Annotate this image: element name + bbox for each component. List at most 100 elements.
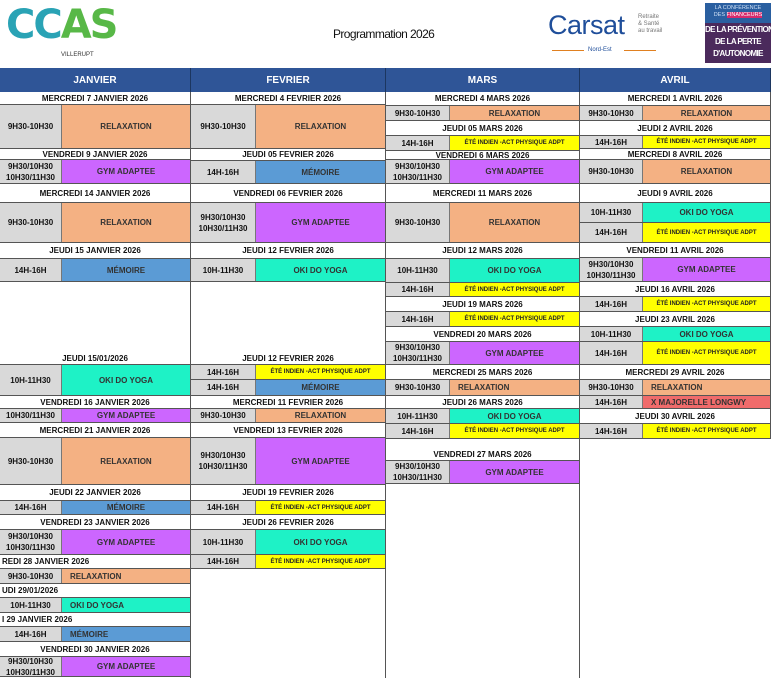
- date-heading: JEUDI 19 FEVRIER 2026: [191, 485, 386, 501]
- activity-yoga: OKI DO YOGA: [62, 598, 190, 612]
- date-heading: JEUDI 19 MARS 2026: [386, 297, 580, 312]
- logo-subtext: Nord-Est: [588, 47, 612, 53]
- logo-text: Carsat: [548, 10, 625, 40]
- session-time: 14H-16H: [580, 136, 643, 148]
- session-row: 14H-16H MÉMOIRE: [0, 259, 191, 282]
- date-heading: JEUDI 9 AVRIL 2026: [580, 184, 771, 203]
- session-time: 10H-11H30: [0, 365, 62, 395]
- session-time: 10H-11H30: [580, 327, 643, 341]
- activity-gym: GYM ADAPTEE: [256, 203, 385, 242]
- date-heading: JEUDI 26 FEVRIER 2026: [191, 515, 386, 530]
- activity-ete: ÉTÉ INDIEN -ACT PHYSIQUE ADPT: [643, 136, 770, 148]
- session-time: 9H30-10H30: [580, 380, 643, 395]
- session-time: 9H30-10H30: [386, 106, 450, 120]
- session-row: 9H30-10H30 RELAXATION: [386, 380, 580, 396]
- activity-memoire: MÉMOIRE: [256, 161, 385, 183]
- session-row: 9H30-10H30 RELAXATION: [580, 160, 771, 184]
- session-row: 9H30-10H30 RELAXATION: [0, 203, 191, 243]
- logo-text: LA CONFÉRENCE: [714, 5, 762, 11]
- session-time: 9H30-10H30: [386, 203, 450, 242]
- date-heading: JEUDI 12 MARS 2026: [386, 243, 580, 259]
- session-row: 9H30/10H30 10H30/11H30 GYM ADAPTEE: [191, 438, 386, 485]
- session-time: 9H30/10H30 10H30/11H30: [386, 342, 450, 364]
- session-row: 9H30/10H30 10H30/11H30 GYM ADAPTEE: [386, 342, 580, 365]
- date-heading: MERCREDI 4 FEVRIER 2026: [191, 92, 386, 105]
- session-row: 14H-16H MÉMOIRE: [191, 380, 386, 396]
- session-time: 9H30/10H30 10H30/11H30: [0, 657, 62, 676]
- session-row: 10H-11H30 OKI DO YOGA: [386, 259, 580, 283]
- session-row: 9H30-10H30 RELAXATION: [580, 106, 771, 121]
- date-heading: JEUDI 16 AVRIL 2026: [580, 282, 771, 297]
- session-row: 9H30-10H30 RELAXATION: [386, 203, 580, 243]
- activity-relaxation: RELAXATION: [450, 203, 579, 242]
- conference-financeurs-logo: LA CONFÉRENCE DES FINANCEURS DE LA PRÉVEN…: [705, 3, 771, 63]
- activity-yoga: OKI DO YOGA: [643, 203, 770, 222]
- session-time: 9H30-10H30: [386, 380, 450, 395]
- session-time: 14H-16H: [0, 501, 62, 514]
- month-column-mars: MARS MERCREDI 4 MARS 2026 9H30-10H30 RELAXA…: [386, 68, 580, 484]
- session-row: 9H30/10H30 10H30/11H30 GYM ADAPTEE: [0, 530, 191, 555]
- date-heading: VENDREDI 11 AVRIL 2026: [580, 243, 771, 258]
- activity-relaxation: RELAXATION: [62, 105, 190, 148]
- activity-ete: ÉTÉ INDIEN -ACT PHYSIQUE ADPT: [643, 342, 770, 364]
- session-row: 9H30-10H30 RELAXATION: [0, 105, 191, 149]
- date-heading: VENDREDI 13 FEVRIER 2026: [191, 423, 386, 438]
- page-header: CCAS VILLERUPT Programmation 2026 Carsat…: [0, 0, 771, 66]
- session-row: 14H-16H ÉTÉ INDIEN -ACT PHYSIQUE ADPT: [191, 555, 386, 569]
- activity-relaxation: RELAXATION: [450, 106, 579, 120]
- column-divider: [579, 92, 580, 678]
- session-time: 14H-16H: [191, 501, 256, 514]
- activity-ete: ÉTÉ INDIEN -ACT PHYSIQUE ADPT: [256, 365, 385, 379]
- session-time: 9H30-10H30: [0, 203, 62, 242]
- session-time: 10H-11H30: [191, 530, 256, 554]
- session-time: 14H-16H: [191, 555, 256, 568]
- month-header: AVRIL: [580, 68, 771, 92]
- session-time: 14H-16H: [191, 161, 256, 183]
- session-row: 9H30/10H30 10H30/11H30 GYM ADAPTEE: [386, 160, 580, 184]
- session-row: 10H-11H30 OKI DO YOGA: [0, 598, 191, 613]
- activity-gym: GYM ADAPTEE: [256, 438, 385, 484]
- session-time: 14H-16H: [580, 424, 643, 438]
- session-row: 9H30/10H30 10H30/11H30 GYM ADAPTEE: [580, 258, 771, 282]
- session-row: 14H-16H ÉTÉ INDIEN -ACT PHYSIQUE ADPT: [191, 501, 386, 515]
- activity-yoga: OKI DO YOGA: [643, 327, 770, 341]
- session-time: 9H30/10H30 10H30/11H30: [580, 258, 643, 281]
- date-heading: MERCREDI 8 AVRIL 2026: [580, 149, 771, 160]
- activity-yoga: OKI DO YOGA: [450, 409, 579, 423]
- session-row: 9H30/10H30 10H30/11H30 GYM ADAPTEE: [0, 160, 191, 184]
- activity-yoga: OKI DO YOGA: [256, 259, 385, 281]
- date-heading: MERCREDI 14 JANVIER 2026: [0, 184, 191, 203]
- session-time: 14H-16H: [0, 259, 62, 281]
- session-row: 10H-11H30 OKI DO YOGA: [191, 530, 386, 555]
- session-time: 10H-11H30: [191, 259, 256, 281]
- session-time: 10H30/11H30: [0, 409, 62, 422]
- activity-relaxation: RELAXATION: [643, 380, 770, 395]
- session-row: 9H30-10H30 RELAXATION: [0, 438, 191, 485]
- session-time: 14H-16H: [386, 283, 450, 296]
- month-header: FEVRIER: [191, 68, 386, 92]
- logo-subtext: VILLERUPT: [61, 52, 94, 58]
- session-row: 14H-16H ÉTÉ INDIEN -ACT PHYSIQUE ADPT: [386, 424, 580, 439]
- session-time: 14H-16H: [580, 223, 643, 242]
- session-time: 9H30/10H30 10H30/11H30: [0, 530, 62, 554]
- session-time: 14H-16H: [386, 136, 450, 150]
- date-heading: VENDREDI 6 MARS 2026: [386, 151, 580, 160]
- logo-text: AS: [60, 2, 119, 48]
- session-row: 9H30/10H30 10H30/11H30 GYM ADAPTEE: [0, 657, 191, 677]
- session-row: 10H-11H30 OKI DO YOGA: [386, 409, 580, 424]
- session-row: 14H-16H ÉTÉ INDIEN -ACT PHYSIQUE ADPT: [580, 342, 771, 365]
- month-column-avril: AVRIL MERCREDI 1 AVRIL 2026 9H30-10H30 RELA…: [580, 68, 771, 439]
- date-heading: REDI 28 JANVIER 2026: [0, 555, 191, 569]
- session-row: 10H-11H30 OKI DO YOGA: [580, 203, 771, 223]
- session-row: 10H-11H30 OKI DO YOGA: [0, 365, 191, 396]
- ccas-villerupt-logo: CCAS VILLERUPT: [6, 4, 118, 62]
- date-heading: JEUDI 05 FEVRIER 2026: [191, 149, 386, 161]
- session-row: 9H30/10H30 10H30/11H30 GYM ADAPTEE: [386, 461, 580, 484]
- session-time: 10H-11H30: [386, 259, 450, 282]
- session-row: 14H-16H ÉTÉ INDIEN -ACT PHYSIQUE ADPT: [580, 297, 771, 312]
- session-time: 10H-11H30: [580, 203, 643, 222]
- column-divider: [385, 92, 386, 678]
- session-row: 14H-16H ÉTÉ INDIEN -ACT PHYSIQUE ADPT: [580, 136, 771, 149]
- divider: [624, 50, 656, 51]
- session-row: 9H30-10H30 RELAXATION: [0, 569, 191, 584]
